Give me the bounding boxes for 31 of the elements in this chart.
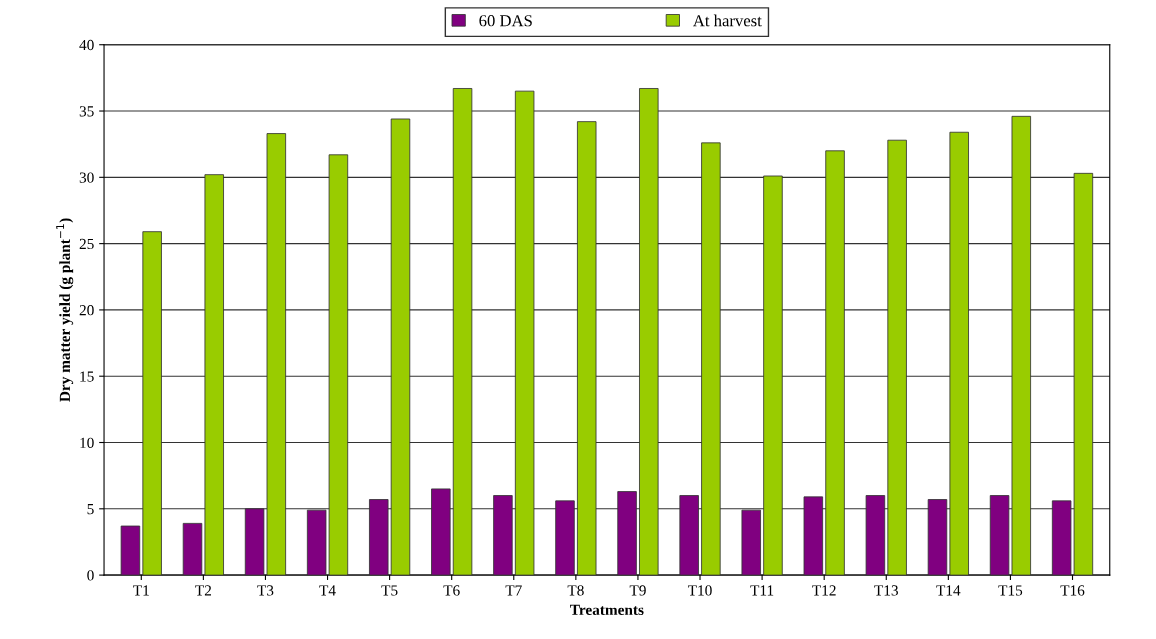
x-tick-label: T15 [998,585,1023,596]
x-tick-label: T5 [381,585,398,596]
y-tick-label: 15 [80,371,94,382]
bar [182,522,203,576]
legend-label: 60 DAS [479,15,532,27]
y-tick-label: 30 [79,172,94,183]
y-tick-label: 20 [79,305,94,316]
y-tick-label: 35 [79,106,94,117]
y-tick-label: 0 [87,570,94,581]
x-tick-label: T2 [195,585,212,596]
x-tick-label: T11 [750,585,774,596]
y-tick-label: 40 [79,39,94,51]
x-tick-label: T8 [567,585,584,596]
x-tick-label: T10 [687,585,712,596]
x-tick-label: T13 [874,585,898,596]
y-tick-label: 25 [79,238,94,250]
x-tick-label: T4 [319,585,336,596]
x-tick-label: T16 [1060,585,1085,596]
y-tick-label: 5 [87,504,94,515]
x-tick-label: T7 [505,585,522,596]
y-tick-label: 10 [80,437,94,448]
x-tick-label: T6 [443,585,460,596]
x-tick-label: T3 [257,585,274,596]
x-tick-label: T12 [812,585,836,596]
y-axis-title: Dry matter yield (g plant$^{−1}$) [56,218,74,402]
x-axis-title: Treatments [570,604,644,615]
x-tick-label: T1 [133,585,149,596]
legend-label: At harvest [693,14,762,27]
x-tick-label: T14 [936,585,961,596]
bar [120,525,141,576]
x-tick-label: T9 [629,585,646,596]
